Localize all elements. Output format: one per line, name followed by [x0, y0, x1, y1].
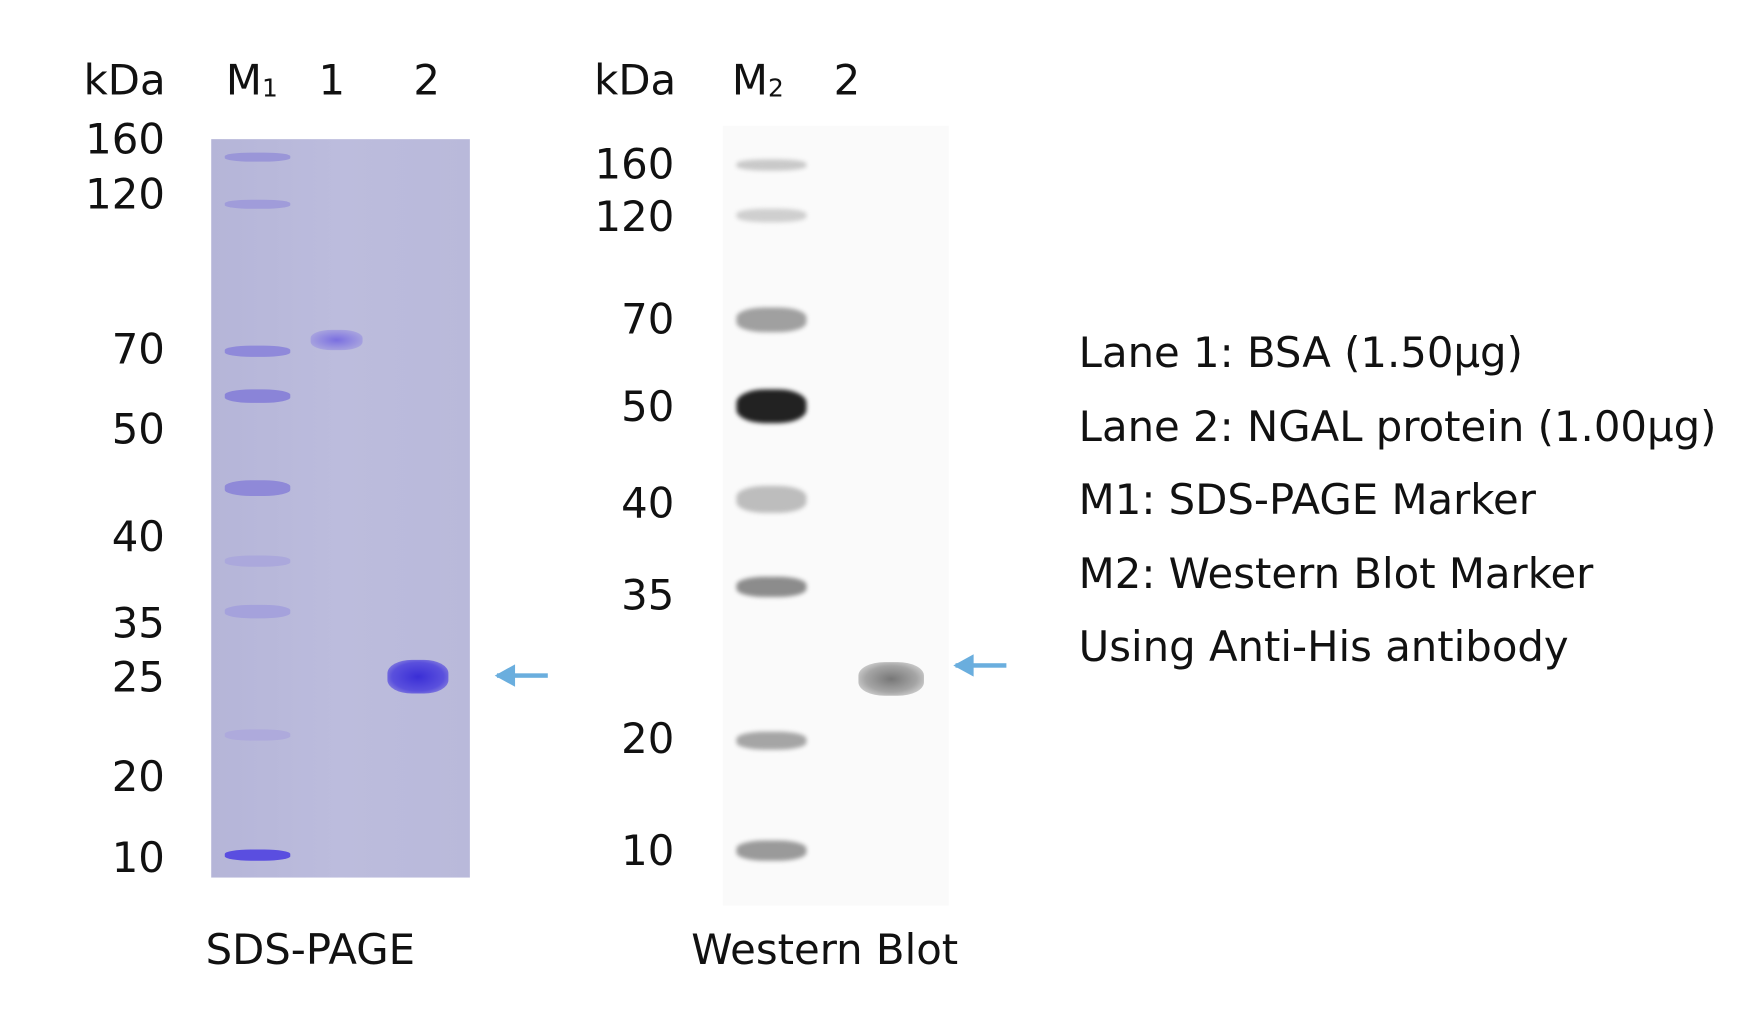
sds-marker-kda-label: 25: [111, 653, 165, 702]
sds-marker-band: [224, 152, 291, 162]
lane2-ngal-band: [387, 659, 449, 694]
western-blot-title: Western Blot: [691, 925, 959, 975]
sds-marker-kda-label: 35: [111, 599, 165, 648]
sds-page-title: SDS-PAGE: [205, 925, 416, 975]
wb-marker-kda-label: 10: [621, 827, 675, 876]
wb-marker-band: [736, 208, 807, 223]
wb-marker-band: [736, 307, 807, 333]
sds-lane-m1-label: M1: [225, 56, 278, 105]
sds-lane-1-label: 1: [318, 56, 346, 105]
wb-marker-kda-label: 160: [594, 140, 675, 189]
wb-marker-kda-label: 70: [621, 295, 675, 344]
sds-marker-band: [224, 729, 291, 741]
wb-lane-m2-label: M2: [731, 56, 784, 105]
wb-band-arrow-icon: [953, 654, 1007, 677]
sds-marker-kda-label: 160: [85, 115, 165, 164]
sds-marker-band: [224, 480, 291, 497]
legend-line: Using Anti-His antibody: [1078, 622, 1569, 672]
sds-marker-kda-label: 70: [111, 325, 165, 374]
sds-marker-band: [224, 345, 291, 357]
sds-kda-label: kDa: [83, 56, 166, 105]
sds-marker-kda-label: 40: [111, 512, 165, 562]
wb-marker-kda-label: 20: [621, 714, 675, 764]
sds-band-arrow-icon: [494, 664, 548, 687]
sds-lane-2-label: 2: [413, 56, 440, 105]
legend-line: Lane 2: NGAL protein (1.00μg): [1078, 402, 1717, 451]
western-blot-membrane: [722, 125, 949, 906]
wb-marker-band: [736, 840, 807, 861]
lane1-bsa-band: [310, 329, 363, 351]
legend-line: M2: Western Blot Marker: [1078, 549, 1594, 598]
lane2-ngal-wb-band: [858, 662, 924, 696]
wb-marker-band: [736, 731, 807, 750]
wb-marker-band: [736, 159, 807, 171]
sds-marker-band: [224, 604, 291, 619]
wb-marker-kda-label: 120: [594, 193, 675, 242]
sds-page-gel: [211, 139, 470, 878]
wb-marker-band: [736, 576, 807, 598]
legend-line: M1: SDS-PAGE Marker: [1078, 475, 1536, 525]
legend-line: Lane 1: BSA (1.50μg): [1078, 328, 1523, 378]
sds-marker-band: [224, 199, 291, 209]
sds-marker-kda-label: 20: [111, 752, 165, 802]
wb-marker-kda-label: 35: [621, 571, 675, 620]
sds-marker-kda-label: 120: [85, 170, 165, 219]
sds-marker-kda-label: 10: [111, 833, 165, 883]
sds-marker-band: [224, 849, 291, 861]
sds-marker-kda-label: 50: [111, 405, 165, 454]
sds-marker-band: [224, 389, 291, 403]
wb-kda-label: kDa: [594, 56, 677, 105]
wb-marker-kda-label: 40: [621, 479, 675, 528]
sds-marker-band: [224, 555, 291, 567]
wb-marker-band: [736, 485, 807, 513]
wb-marker-kda-label: 50: [621, 382, 675, 431]
wb-marker-band: [736, 389, 807, 424]
wb-lane-2-label: 2: [833, 56, 861, 105]
